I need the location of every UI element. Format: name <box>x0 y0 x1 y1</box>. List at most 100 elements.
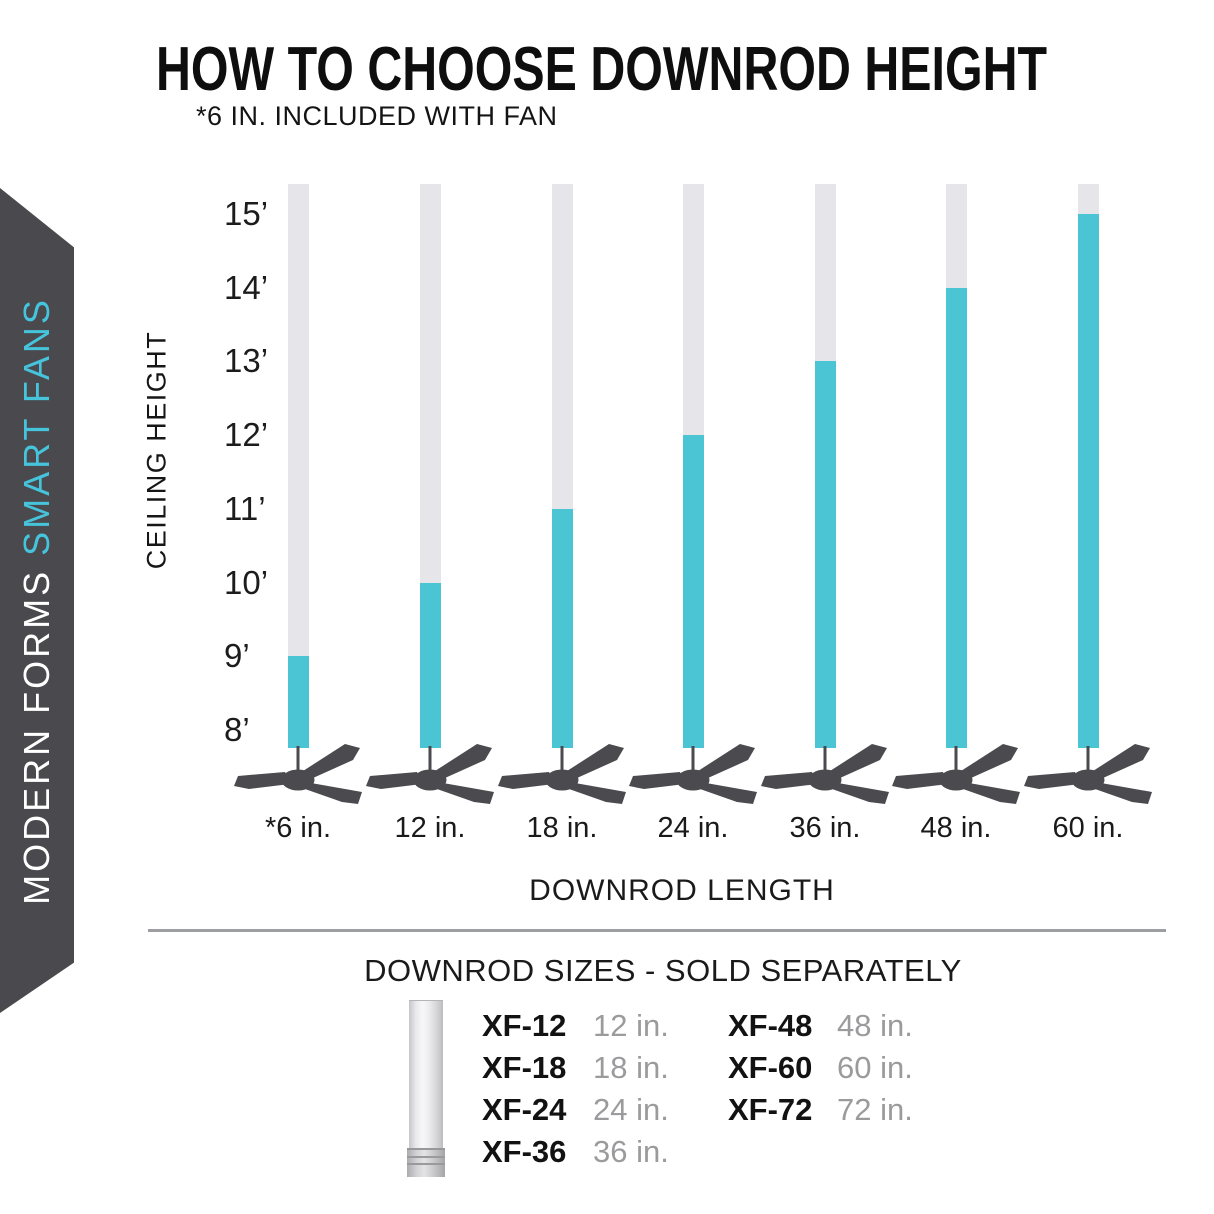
bar-fill <box>287 656 309 748</box>
y-tick-label: 10’ <box>224 563 269 601</box>
downrod-icon <box>407 1000 445 1177</box>
downrod-table-row: XF-24 24 in. <box>482 1092 669 1134</box>
fan-blade-upper-right <box>961 744 1018 778</box>
fan-hub <box>545 769 579 791</box>
bar-track <box>1077 184 1099 748</box>
fan-stem <box>691 746 695 776</box>
fan-hub <box>413 769 447 791</box>
bar-track <box>551 184 573 748</box>
y-tick-label: 11’ <box>224 489 266 527</box>
x-tick-label: 24 in. <box>657 812 729 844</box>
downrod-code: XF-36 <box>482 1134 567 1169</box>
fan-hub <box>1071 769 1105 791</box>
fan-icon <box>234 744 362 804</box>
fan-blade-left <box>761 772 817 789</box>
x-tick-label: 12 in. <box>394 812 466 844</box>
fan-blade-upper-right <box>435 744 492 778</box>
page-title: HOW TO CHOOSE DOWNROD HEIGHT <box>156 35 1048 104</box>
fan-blade-upper-right <box>1093 744 1150 778</box>
bar-track <box>287 184 309 748</box>
x-tick-label: 60 in. <box>1052 812 1124 844</box>
y-tick-label: 8’ <box>224 711 250 748</box>
y-axis-title: CEILING HEIGHT <box>141 330 172 570</box>
bar-track <box>945 184 967 748</box>
fan-icon <box>892 744 1020 804</box>
fan-blade-upper-right <box>567 744 624 778</box>
fan-blade-lower-right <box>1095 783 1152 804</box>
fan-blade-left <box>892 772 948 789</box>
page-subtitle: *6 IN. INCLUDED WITH FAN <box>196 101 558 131</box>
y-tick-label: 15’ <box>224 195 269 233</box>
fan-stem <box>428 746 432 776</box>
fan-blade-left <box>629 772 685 789</box>
bar-fill <box>682 435 704 748</box>
fan-stem <box>296 746 300 776</box>
downrod-code: XF-72 <box>728 1092 813 1127</box>
fan-blade-left <box>366 772 422 789</box>
fan-icon <box>629 744 757 804</box>
downrod-code: XF-12 <box>482 1008 567 1043</box>
x-axis-title: DOWNROD LENGTH <box>529 874 835 907</box>
bar-track <box>419 184 441 748</box>
downrod-table-left-column: XF-12 12 in. XF-18 18 in. XF-24 24 in. XF-36 36… <box>482 1008 669 1176</box>
bar-fill <box>551 508 573 748</box>
bar-fill <box>814 361 836 748</box>
fan-icon <box>498 744 626 804</box>
downrod-table-heading: DOWNROD SIZES - SOLD SEPARATELY <box>364 953 962 988</box>
brand-ribbon: MODERN FORMS SMART FANS <box>0 188 74 1013</box>
downrod-table-right-column: XF-48 48 in. XF-60 60 in. XF-72 72 in. <box>728 1008 913 1134</box>
downrod-size: 48 in. <box>837 1008 913 1043</box>
fan-stem <box>560 746 564 776</box>
downrod-chart: CEILING HEIGHT 15’ 14’ 13’ 12’ 11’ 10’ 9’ 8’ <box>141 184 1152 907</box>
fan-icon <box>1024 744 1152 804</box>
fan-blade-upper-right <box>830 744 887 778</box>
fan-hub <box>808 769 842 791</box>
downrod-size: 60 in. <box>837 1050 913 1085</box>
x-tick-label: *6 in. <box>264 812 332 844</box>
bar-fill <box>419 582 441 748</box>
y-tick-label: 9’ <box>224 637 250 675</box>
downrod-table-row: XF-60 60 in. <box>728 1050 913 1092</box>
downrod-size: 12 in. <box>593 1008 669 1043</box>
bar-fill <box>1077 214 1099 748</box>
fan-stem <box>954 746 958 776</box>
fan-blade-upper-right <box>303 744 360 778</box>
downrod-code: XF-24 <box>482 1092 567 1127</box>
downrod-code: XF-18 <box>482 1050 567 1085</box>
bar-track <box>814 184 836 748</box>
downrod-size: 36 in. <box>593 1134 669 1169</box>
downrod-size: 18 in. <box>593 1050 669 1085</box>
y-tick-label: 13’ <box>224 342 269 380</box>
fan-blade-lower-right <box>832 783 889 804</box>
downrod-size: 24 in. <box>593 1092 669 1127</box>
downrod-table-row: XF-18 18 in. <box>482 1050 669 1092</box>
fan-hub <box>281 769 315 791</box>
bar-track <box>682 184 704 748</box>
downrod-code: XF-60 <box>728 1050 813 1085</box>
x-tick-label: 18 in. <box>526 812 598 844</box>
downrod-table-row: XF-36 36 in. <box>482 1134 669 1176</box>
fan-stem <box>823 746 827 776</box>
y-tick-label: 14’ <box>224 268 269 306</box>
y-tick-label: 12’ <box>224 416 269 454</box>
downrod-table-row: XF-48 48 in. <box>728 1008 913 1050</box>
fan-blade-lower-right <box>305 783 362 804</box>
downrod-code: XF-48 <box>728 1008 813 1043</box>
fan-blade-lower-right <box>963 783 1020 804</box>
fan-hub <box>939 769 973 791</box>
fan-blade-lower-right <box>437 783 494 804</box>
fan-blade-lower-right <box>700 783 757 804</box>
fan-blade-upper-right <box>698 744 755 778</box>
section-divider <box>148 929 1166 932</box>
fan-blade-left <box>498 772 554 789</box>
fan-hub <box>676 769 710 791</box>
downrod-table-row: XF-72 72 in. <box>728 1092 913 1134</box>
x-tick-label: 36 in. <box>789 812 861 844</box>
fan-blade-left <box>234 772 290 789</box>
fan-icon <box>366 744 494 804</box>
fan-icon <box>761 744 889 804</box>
downrod-table-row: XF-12 12 in. <box>482 1008 669 1050</box>
bar-fill <box>945 287 967 748</box>
downrod-coupler <box>407 1148 445 1177</box>
